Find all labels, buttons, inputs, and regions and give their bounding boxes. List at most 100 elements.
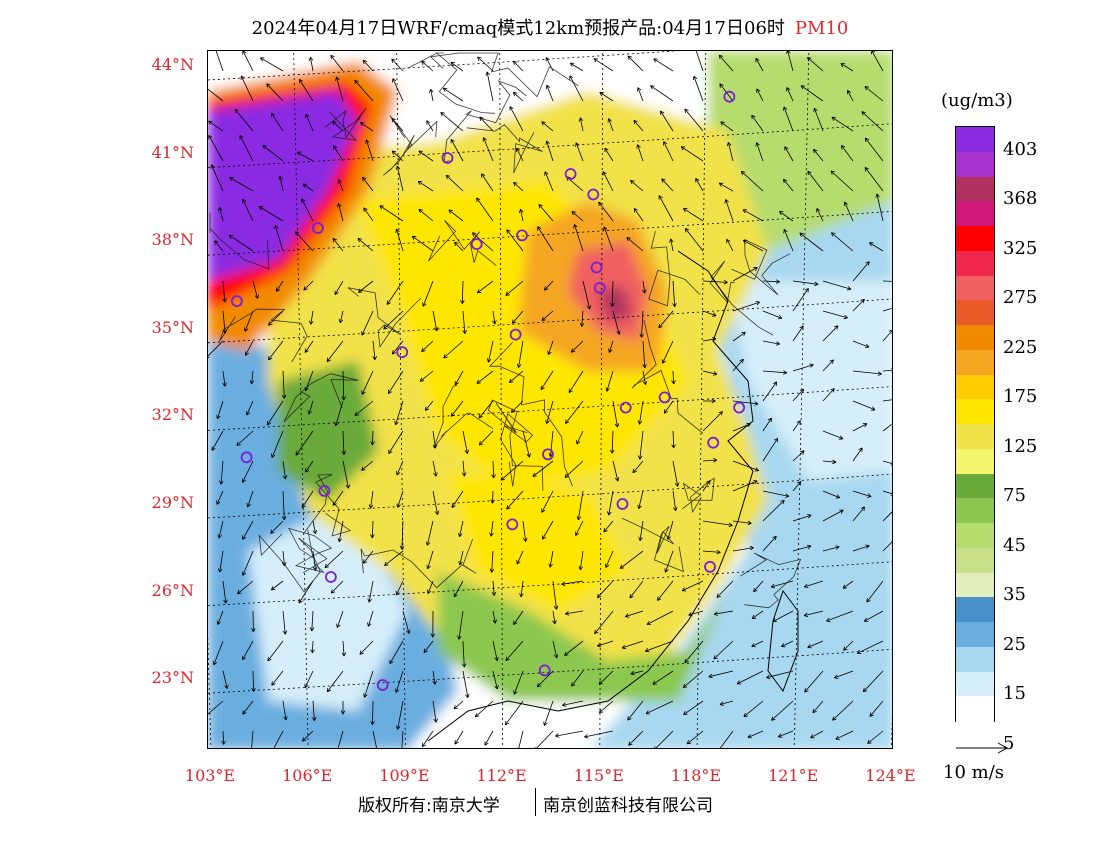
- wind-vector: [792, 514, 812, 522]
- wind-vector: [770, 580, 794, 589]
- city-marker: [658, 391, 671, 404]
- wind-vector: [481, 173, 494, 192]
- wind-vector: [573, 224, 584, 252]
- city-marker: [509, 328, 522, 341]
- wind-vector: [603, 520, 614, 533]
- wind-vector: [842, 580, 854, 589]
- wind-vector: [610, 280, 615, 307]
- wind-vector: [784, 146, 794, 162]
- variable-label: PM10: [794, 18, 849, 39]
- wind-vector: [598, 670, 614, 685]
- lat-label: 29°N: [151, 493, 194, 512]
- province-border: [360, 538, 477, 589]
- wind-vector: [771, 700, 794, 721]
- wind-vector: [260, 57, 284, 72]
- wind-vector: [852, 298, 865, 312]
- wind-vector: [432, 490, 440, 515]
- wind-vector: [419, 370, 434, 382]
- wind-vector: [462, 670, 470, 698]
- legend-swatch: [956, 696, 994, 722]
- wind-vector: [882, 368, 892, 373]
- longitude-line: [396, 51, 406, 748]
- longitude-line: [599, 51, 604, 748]
- wind-vector: [460, 280, 465, 304]
- wind-vector: [489, 550, 495, 573]
- wind-vector: [432, 460, 438, 477]
- province-border: [466, 124, 543, 174]
- province-border: [407, 52, 495, 114]
- wind-vector: [653, 58, 674, 72]
- wind-vector: [683, 700, 704, 715]
- wind-vector: [479, 116, 494, 132]
- wind-vector: [532, 460, 554, 477]
- wind-vector: [578, 117, 584, 132]
- wind-vector: [663, 400, 674, 414]
- wind-vector: [637, 430, 644, 460]
- wind-vector: [575, 142, 584, 162]
- wind-vector: [417, 180, 434, 192]
- land-green-south: [438, 571, 728, 701]
- wind-vector: [856, 640, 884, 654]
- wind-vector: [342, 460, 351, 489]
- wind-vector: [598, 700, 614, 714]
- wind-vector: [638, 520, 644, 541]
- wind-vector: [565, 400, 584, 424]
- map-title: 2024年04月17日WRF/cmaq模式12km预报产品:04月17日06时 P…: [0, 14, 1100, 40]
- wind-vector: [732, 480, 758, 492]
- wind-vector: [538, 204, 554, 222]
- wind-vector: [332, 237, 344, 252]
- wind-vector: [212, 640, 224, 666]
- copyright-left: 版权所有:南京大学: [358, 796, 500, 816]
- wind-vector: [812, 700, 824, 714]
- wind-vector: [852, 447, 863, 462]
- wind-vector: [751, 114, 764, 132]
- wind-vector: [492, 310, 497, 325]
- wind-vector: [726, 238, 734, 252]
- wind-vector: [882, 460, 892, 466]
- wind-vector: [309, 610, 315, 632]
- wind-vector: [681, 580, 704, 592]
- legend-swatch: [956, 349, 994, 375]
- wind-vector: [354, 400, 374, 416]
- wind-vector: [215, 51, 224, 72]
- wind-vector: [862, 670, 884, 693]
- wind-vector: [418, 208, 434, 222]
- wind-vector: [840, 63, 854, 72]
- wind-vector: [421, 60, 434, 72]
- wind-vector: [813, 107, 824, 132]
- province-border: [429, 52, 579, 98]
- wind-vector: [732, 545, 754, 552]
- wind-vector: [333, 145, 344, 162]
- wind-vector: [882, 490, 892, 496]
- wind-vector: [421, 340, 434, 352]
- wind-vector: [792, 450, 805, 462]
- wind-vector: [273, 730, 284, 748]
- lon-label: 109°E: [379, 766, 430, 785]
- province-border: [433, 385, 494, 449]
- legend-label: 325: [1003, 237, 1038, 259]
- wind-vector: [605, 370, 614, 392]
- wind-vector: [882, 541, 892, 552]
- city-marker: [516, 229, 528, 242]
- wind-vector: [362, 59, 374, 72]
- province-border: [709, 260, 774, 336]
- wind-vector: [251, 670, 256, 692]
- wind-vector: [792, 280, 819, 287]
- wind-vector: [454, 241, 464, 252]
- city-marker: [396, 346, 409, 359]
- legend-swatch: [956, 498, 994, 524]
- wind-vector: [484, 730, 494, 746]
- wind-vector: [274, 225, 284, 252]
- lon-label: 124°E: [865, 766, 916, 785]
- wind-scale-label: 10 m/s: [943, 762, 1004, 783]
- wind-vector: [296, 151, 314, 162]
- legend-swatch: [956, 646, 994, 672]
- wind-vector: [755, 57, 764, 72]
- wind-vector: [337, 730, 344, 748]
- wind-vector: [421, 730, 434, 748]
- city-marker: [441, 152, 454, 164]
- wind-vector: [625, 610, 644, 618]
- wind-vector: [395, 228, 404, 252]
- legend-swatch: [956, 448, 994, 474]
- wind-vector: [367, 610, 374, 627]
